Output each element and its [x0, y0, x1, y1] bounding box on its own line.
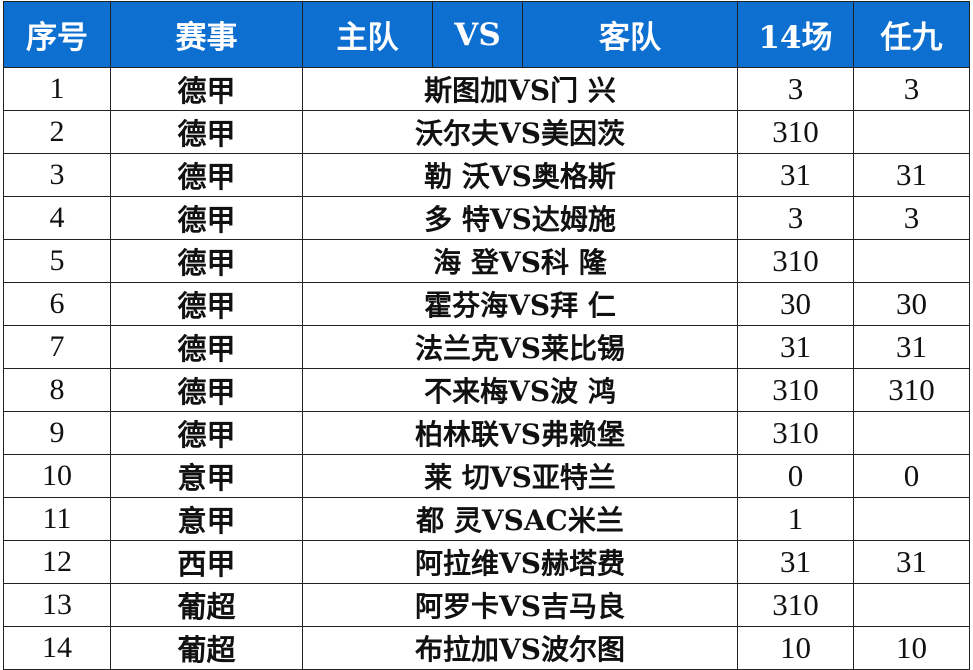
cell-match: 海 登VS科 隆: [302, 239, 738, 283]
cell-index: 3: [3, 153, 111, 197]
cell-match: 霍芬海VS拜 仁: [302, 282, 738, 326]
cell-renjiu: 310: [853, 368, 970, 412]
cell-renjiu: 30: [853, 282, 970, 326]
cell-index: 4: [3, 196, 111, 240]
cell-index: 13: [3, 583, 111, 627]
table-row: 11 意甲都 灵VSAC米兰 1: [3, 497, 970, 541]
cell-14-matches: 310: [737, 368, 854, 412]
table-row: 5 德甲海 登VS科 隆 310: [3, 239, 970, 283]
cell-index: 9: [3, 411, 111, 455]
cell-league: 德甲: [110, 153, 303, 197]
cell-index: 2: [3, 110, 111, 154]
cell-match: 布拉加VS波尔图: [302, 626, 738, 670]
table-row: 12 西甲 阿拉维VS赫塔费 31 31: [3, 540, 970, 584]
cell-index: 10: [3, 454, 111, 498]
cell-14-matches: 31: [737, 153, 854, 197]
table-row: 14 葡超 布拉加VS波尔图 10 10: [3, 626, 970, 670]
cell-renjiu: [853, 583, 970, 627]
table-row: 3 德甲勒 沃VS奥格斯 31 31: [3, 153, 970, 197]
table-row: 7 德甲 法兰克VS莱比锡 31 31: [3, 325, 970, 369]
cell-league: 德甲: [110, 110, 303, 154]
cell-index: 8: [3, 368, 111, 412]
table-body: 1 德甲 斯图加VS门 兴 3 3 2 德甲 沃尔夫VS美因茨 310 3 德甲勒 沃VS奥格斯 31…: [3, 67, 970, 670]
cell-league: 德甲: [110, 325, 303, 369]
cell-league: 葡超: [110, 583, 303, 627]
cell-14-matches: 30: [737, 282, 854, 326]
cell-league: 德甲: [110, 368, 303, 412]
cell-match: 多 特VS达姆施: [302, 196, 738, 240]
cell-index: 12: [3, 540, 111, 584]
cell-league: 西甲: [110, 540, 303, 584]
cell-league: 意甲: [110, 497, 303, 541]
table-row: 9 德甲 柏林联VS弗赖堡 310: [3, 411, 970, 455]
table-row: 2 德甲 沃尔夫VS美因茨 310: [3, 110, 970, 154]
cell-14-matches: 310: [737, 411, 854, 455]
header-home-team: 主队: [302, 1, 433, 68]
match-table: 序号 赛事 主队 VS 客队 14场 任九 1 德甲 斯图加VS门 兴 3 3 2 德甲 沃尔…: [3, 1, 970, 670]
cell-14-matches: 3: [737, 67, 854, 111]
cell-index: 7: [3, 325, 111, 369]
cell-index: 11: [3, 497, 111, 541]
table-row: 10 意甲莱 切VS亚特兰 0 0: [3, 454, 970, 498]
cell-league: 德甲: [110, 239, 303, 283]
cell-14-matches: 310: [737, 110, 854, 154]
cell-renjiu: [853, 411, 970, 455]
header-league: 赛事: [110, 1, 303, 68]
cell-renjiu: 31: [853, 325, 970, 369]
cell-renjiu: 3: [853, 67, 970, 111]
cell-renjiu: [853, 497, 970, 541]
cell-index: 5: [3, 239, 111, 283]
header-away-team: 客队: [522, 1, 738, 68]
cell-index: 6: [3, 282, 111, 326]
cell-index: 1: [3, 67, 111, 111]
cell-renjiu: 31: [853, 540, 970, 584]
cell-renjiu: 10: [853, 626, 970, 670]
cell-league: 意甲: [110, 454, 303, 498]
cell-14-matches: 10: [737, 626, 854, 670]
cell-14-matches: 0: [737, 454, 854, 498]
cell-match: 勒 沃VS奥格斯: [302, 153, 738, 197]
cell-league: 德甲: [110, 67, 303, 111]
cell-league: 葡超: [110, 626, 303, 670]
table-row: 13 葡超 阿罗卡VS吉马良 310: [3, 583, 970, 627]
table-row: 8 德甲 不来梅VS波 鸿 310 310: [3, 368, 970, 412]
cell-14-matches: 310: [737, 583, 854, 627]
cell-14-matches: 31: [737, 540, 854, 584]
cell-match: 法兰克VS莱比锡: [302, 325, 738, 369]
cell-match: 阿罗卡VS吉马良: [302, 583, 738, 627]
header-row: 序号 赛事 主队 VS 客队 14场 任九: [3, 1, 970, 68]
cell-14-matches: 31: [737, 325, 854, 369]
cell-index: 14: [3, 626, 111, 670]
lottery-table-screenshot: 序号 赛事 主队 VS 客队 14场 任九 1 德甲 斯图加VS门 兴 3 3 2 德甲 沃尔…: [3, 1, 970, 670]
cell-14-matches: 3: [737, 196, 854, 240]
header-14-matches: 14场: [737, 1, 854, 68]
cell-match: 莱 切VS亚特兰: [302, 454, 738, 498]
cell-match: 都 灵VSAC米兰: [302, 497, 738, 541]
cell-match: 柏林联VS弗赖堡: [302, 411, 738, 455]
cell-league: 德甲: [110, 411, 303, 455]
cell-match: 阿拉维VS赫塔费: [302, 540, 738, 584]
cell-league: 德甲: [110, 282, 303, 326]
cell-renjiu: 3: [853, 196, 970, 240]
cell-14-matches: 310: [737, 239, 854, 283]
cell-match: 不来梅VS波 鸿: [302, 368, 738, 412]
cell-match: 沃尔夫VS美因茨: [302, 110, 738, 154]
table-row: 6 德甲 霍芬海VS拜 仁 30 30: [3, 282, 970, 326]
cell-14-matches: 1: [737, 497, 854, 541]
header-vs: VS: [432, 1, 523, 68]
table-row: 4 德甲多 特VS达姆施 3 3: [3, 196, 970, 240]
cell-match: 斯图加VS门 兴: [302, 67, 738, 111]
cell-renjiu: [853, 239, 970, 283]
cell-renjiu: [853, 110, 970, 154]
cell-league: 德甲: [110, 196, 303, 240]
header-renjiu: 任九: [853, 1, 970, 68]
cell-renjiu: 31: [853, 153, 970, 197]
header-index: 序号: [3, 1, 111, 68]
cell-renjiu: 0: [853, 454, 970, 498]
